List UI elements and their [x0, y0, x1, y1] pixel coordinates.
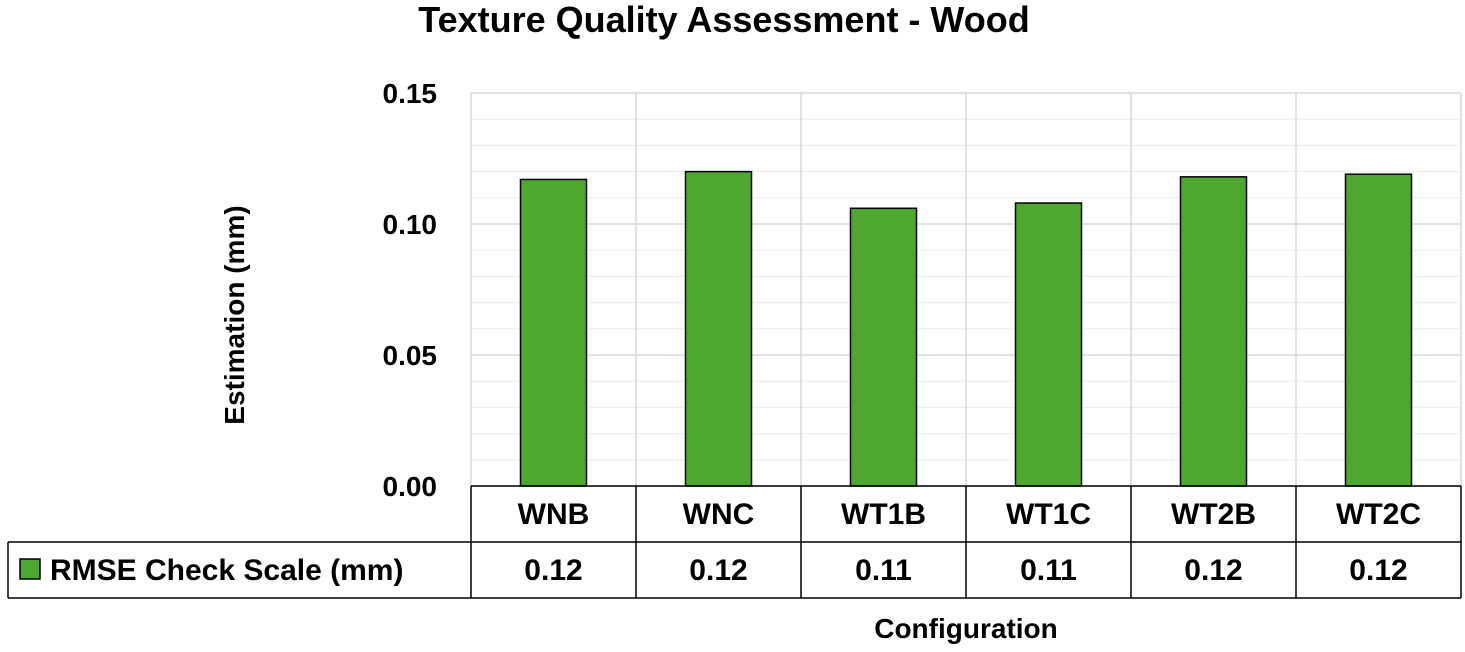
y-tick-label: 0.05 [383, 340, 438, 371]
table-value: 0.12 [1349, 554, 1407, 587]
y-tick-label: 0.15 [383, 78, 438, 109]
x-tick-label: WT1C [1006, 498, 1091, 531]
table-value: 0.12 [689, 554, 747, 587]
y-tick-label: 0.10 [383, 209, 438, 240]
bar-wnc [684, 170, 753, 487]
bar-wt2c [1344, 173, 1413, 487]
x-tick-label: WNB [518, 498, 590, 531]
table-value: 0.12 [1184, 554, 1242, 587]
chart-title: Texture Quality Assessment - Wood [418, 0, 1029, 40]
table-value: 0.11 [855, 554, 912, 587]
bar-wt1c [1014, 202, 1083, 487]
legend-swatch [19, 558, 41, 580]
gridlines [470, 92, 1462, 487]
bar-wt2b [1179, 176, 1248, 487]
y-axis-label: Estimation (mm) [219, 205, 250, 424]
bars [519, 170, 1413, 487]
x-tick-label: WT2C [1336, 498, 1421, 531]
x-tick-label: WNC [683, 498, 755, 531]
y-tick-label: 0.00 [383, 471, 438, 502]
x-tick-label: WT2B [1171, 498, 1256, 531]
table-value: 0.11 [1020, 554, 1077, 587]
data-table: WNB WNC WT1B WT1C WT2B WT2C RMSE Check Scale (… [7, 485, 1462, 599]
x-axis-label: Configuration [874, 613, 1058, 644]
x-tick-label: WT1B [841, 498, 926, 531]
legend-label: RMSE Check Scale (mm) [50, 554, 403, 587]
bar-wt1b [849, 207, 918, 487]
y-axis-ticks: 0.00 0.05 0.10 0.15 [383, 78, 438, 502]
bar-wnb [519, 178, 588, 487]
table-value: 0.12 [524, 554, 582, 587]
